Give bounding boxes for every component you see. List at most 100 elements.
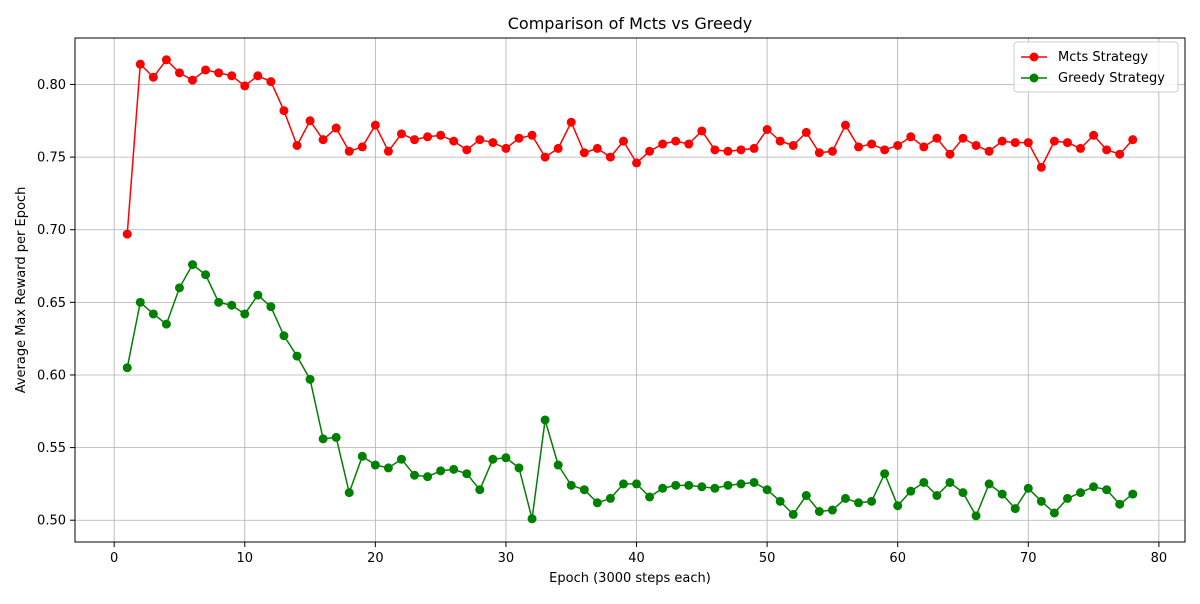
x-tick-label: 50	[759, 551, 776, 566]
legend-label-greedy: Greedy Strategy	[1058, 71, 1165, 86]
data-point-greedy	[906, 486, 916, 496]
data-point-greedy	[1036, 496, 1046, 506]
data-point-mcts	[945, 149, 955, 159]
data-point-mcts	[788, 140, 798, 150]
data-point-greedy	[410, 470, 420, 480]
data-point-greedy	[605, 493, 615, 503]
data-point-mcts	[357, 142, 367, 152]
data-point-greedy	[462, 469, 472, 479]
data-point-mcts	[723, 146, 733, 156]
data-point-greedy	[344, 488, 354, 498]
data-point-greedy	[370, 460, 380, 470]
data-point-mcts	[1062, 138, 1072, 148]
data-point-mcts	[436, 130, 446, 140]
x-axis-label: Epoch (3000 steps each)	[549, 571, 711, 586]
data-point-mcts	[801, 127, 811, 137]
data-point-mcts	[1010, 138, 1020, 148]
data-point-mcts	[344, 146, 354, 156]
data-point-mcts	[266, 77, 276, 87]
data-point-greedy	[840, 493, 850, 503]
data-point-mcts	[658, 139, 668, 149]
data-point-greedy	[527, 514, 537, 524]
data-point-mcts	[566, 117, 576, 127]
data-point-mcts	[188, 75, 198, 85]
x-tick-label: 70	[1020, 551, 1037, 566]
data-point-greedy	[932, 491, 942, 501]
data-point-mcts	[122, 229, 132, 239]
data-point-mcts	[383, 146, 393, 156]
data-point-greedy	[201, 270, 211, 280]
data-point-mcts	[736, 145, 746, 155]
data-point-greedy	[423, 472, 433, 482]
data-point-mcts	[880, 145, 890, 155]
x-tick-label: 20	[367, 551, 384, 566]
data-point-mcts	[775, 136, 785, 146]
data-point-greedy	[266, 302, 276, 312]
data-point-mcts	[201, 65, 211, 75]
y-axis-label: Average Max Reward per Epoch	[14, 187, 29, 394]
x-tick-label: 30	[498, 551, 515, 566]
y-tick-label: 0.70	[37, 223, 66, 238]
data-point-mcts	[684, 139, 694, 149]
data-point-greedy	[357, 451, 367, 461]
data-point-greedy	[749, 477, 759, 487]
x-tick-label: 0	[110, 551, 118, 566]
data-point-mcts	[527, 130, 537, 140]
plot-area	[75, 38, 1185, 542]
data-point-greedy	[723, 480, 733, 490]
data-point-greedy	[279, 331, 289, 341]
data-point-mcts	[423, 132, 433, 142]
y-tick-label: 0.50	[37, 514, 66, 529]
data-point-greedy	[1076, 488, 1086, 498]
legend-marker-greedy	[1029, 73, 1039, 83]
data-point-mcts	[396, 129, 406, 139]
data-point-mcts	[227, 71, 237, 81]
data-point-mcts	[592, 143, 602, 153]
data-point-mcts	[1089, 130, 1099, 140]
data-point-greedy	[710, 483, 720, 493]
data-point-mcts	[1115, 149, 1125, 159]
data-point-mcts	[292, 140, 302, 150]
data-point-mcts	[579, 148, 589, 158]
series-layer	[122, 55, 1138, 524]
data-point-mcts	[148, 72, 158, 82]
data-point-greedy	[501, 453, 511, 463]
data-point-greedy	[801, 491, 811, 501]
data-point-greedy	[579, 485, 589, 495]
data-point-greedy	[658, 483, 668, 493]
data-point-greedy	[684, 480, 694, 490]
data-point-mcts	[867, 139, 877, 149]
data-point-mcts	[331, 123, 341, 133]
data-point-mcts	[449, 136, 459, 146]
data-point-greedy	[240, 309, 250, 319]
data-point-greedy	[318, 434, 328, 444]
y-tick-label: 0.75	[37, 151, 66, 166]
data-point-greedy	[1023, 483, 1033, 493]
data-point-mcts	[501, 143, 511, 153]
data-point-mcts	[1076, 143, 1086, 153]
axis-ticks: 0 10 20 30 40 50 60 70 80 0.50 0.55 0.60 0.65 0.70 0.7…	[37, 78, 1167, 566]
data-point-greedy	[1115, 499, 1125, 509]
data-point-mcts	[305, 116, 315, 126]
data-point-greedy	[148, 309, 158, 319]
data-point-greedy	[449, 464, 459, 474]
data-point-mcts	[618, 136, 628, 146]
legend: Mcts Strategy Greedy Strategy	[1013, 41, 1179, 93]
data-point-greedy	[671, 480, 681, 490]
data-point-mcts	[814, 148, 824, 158]
data-point-mcts	[906, 132, 916, 142]
data-point-greedy	[436, 466, 446, 476]
data-point-greedy	[893, 501, 903, 511]
data-point-greedy	[135, 297, 145, 307]
data-point-greedy	[253, 290, 263, 300]
data-point-mcts	[984, 146, 994, 156]
data-point-mcts	[488, 138, 498, 148]
data-point-mcts	[410, 135, 420, 145]
data-point-mcts	[827, 146, 837, 156]
data-point-greedy	[305, 374, 315, 384]
data-point-greedy	[854, 498, 864, 508]
data-point-mcts	[135, 59, 145, 69]
data-point-greedy	[697, 482, 707, 492]
x-tick-label: 10	[236, 551, 253, 566]
